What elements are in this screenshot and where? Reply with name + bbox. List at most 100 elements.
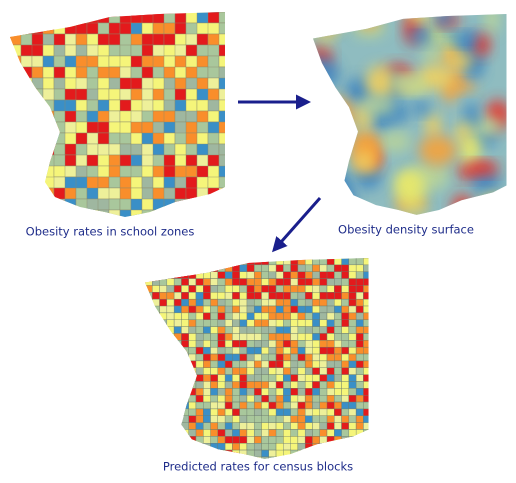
map-patch <box>173 449 189 458</box>
map-patch <box>130 154 143 167</box>
map-patch <box>152 395 160 410</box>
map-patch <box>31 165 44 189</box>
map-patch <box>173 429 182 437</box>
map-patch <box>75 88 88 101</box>
map-patch <box>224 381 233 389</box>
map-patch <box>145 374 153 389</box>
map-patch <box>371 395 378 409</box>
map-patch <box>166 429 175 437</box>
map-patch <box>173 422 182 437</box>
map-patch <box>313 14 341 34</box>
map-patch <box>86 154 99 167</box>
map-patch <box>359 14 379 29</box>
map-patch <box>371 368 386 382</box>
map-patch <box>218 165 225 178</box>
map-patch <box>217 264 226 272</box>
map-patch <box>283 381 291 389</box>
map-patch <box>232 285 240 293</box>
map-patch <box>10 154 22 178</box>
map-patch <box>371 402 378 409</box>
map-patch <box>20 22 33 35</box>
map-patch <box>232 429 240 437</box>
map-patch <box>224 326 233 334</box>
map-patch <box>363 443 369 458</box>
map-patch <box>363 278 369 286</box>
map-patch <box>159 429 168 437</box>
map-patch <box>31 55 44 68</box>
map-patch <box>108 209 121 217</box>
map-patch <box>224 319 233 327</box>
map-patch <box>217 395 226 403</box>
map-patch <box>159 271 175 279</box>
map-patch <box>218 198 225 217</box>
map-patch <box>185 154 198 167</box>
map-patch <box>355 340 364 348</box>
map-patch <box>363 408 369 416</box>
map-patch <box>348 436 357 451</box>
map-patch <box>261 271 269 279</box>
map-patch <box>275 292 284 300</box>
map-patch <box>203 258 211 266</box>
map-patch <box>232 408 240 416</box>
map-patch <box>31 132 44 145</box>
map-patch <box>195 264 211 272</box>
map-patch <box>108 110 121 123</box>
map-patch <box>224 340 233 348</box>
map-patch <box>42 66 55 79</box>
map-patch <box>363 340 369 348</box>
map-patch <box>145 305 153 320</box>
map-patch <box>203 305 211 314</box>
map-patch <box>173 346 182 355</box>
map-patch <box>348 360 357 368</box>
map-patch <box>166 388 182 396</box>
map-patch <box>64 143 77 156</box>
map-patch <box>159 449 175 458</box>
map-patch <box>348 415 357 423</box>
map-patch <box>210 381 219 389</box>
map-patch <box>159 333 168 341</box>
map-patch <box>145 319 160 334</box>
map-patch <box>290 415 299 423</box>
map-patch <box>145 388 160 403</box>
map-patch <box>246 401 255 410</box>
map-patch <box>319 353 328 362</box>
map-patch <box>464 162 500 175</box>
map-patch <box>218 176 225 189</box>
map-patch <box>253 443 262 451</box>
map-patch <box>166 374 182 389</box>
map-patch <box>152 333 160 341</box>
map-patch <box>159 367 175 375</box>
map-patch <box>253 340 262 348</box>
map-patch <box>64 198 77 211</box>
map-patch <box>207 110 220 123</box>
map-patch <box>196 198 220 211</box>
map-patch <box>425 112 441 139</box>
census-block-map <box>145 258 386 459</box>
map-patch <box>275 340 284 348</box>
map-patch <box>145 258 153 266</box>
map-patch <box>196 187 209 211</box>
map-patch <box>355 415 364 423</box>
map-patch <box>159 436 168 451</box>
map-patch <box>371 272 378 279</box>
map-patch <box>371 333 378 347</box>
map-patch <box>445 33 478 46</box>
map-patch <box>371 313 386 327</box>
map-patch <box>31 198 55 217</box>
map-patch <box>166 381 182 389</box>
map-patch <box>20 187 33 200</box>
map-patch <box>141 132 154 145</box>
map-patch <box>75 44 88 57</box>
map-patch <box>166 408 175 416</box>
map-patch <box>166 353 175 368</box>
map-patch <box>75 22 88 35</box>
map-patch <box>166 443 182 451</box>
map-patch <box>313 14 326 36</box>
map-patch <box>145 333 160 348</box>
map-patch <box>210 258 219 272</box>
map-patch <box>108 198 121 211</box>
map-patch <box>152 353 168 362</box>
map-patch <box>159 415 168 430</box>
map-patch <box>195 258 204 272</box>
map-patch <box>290 401 299 410</box>
